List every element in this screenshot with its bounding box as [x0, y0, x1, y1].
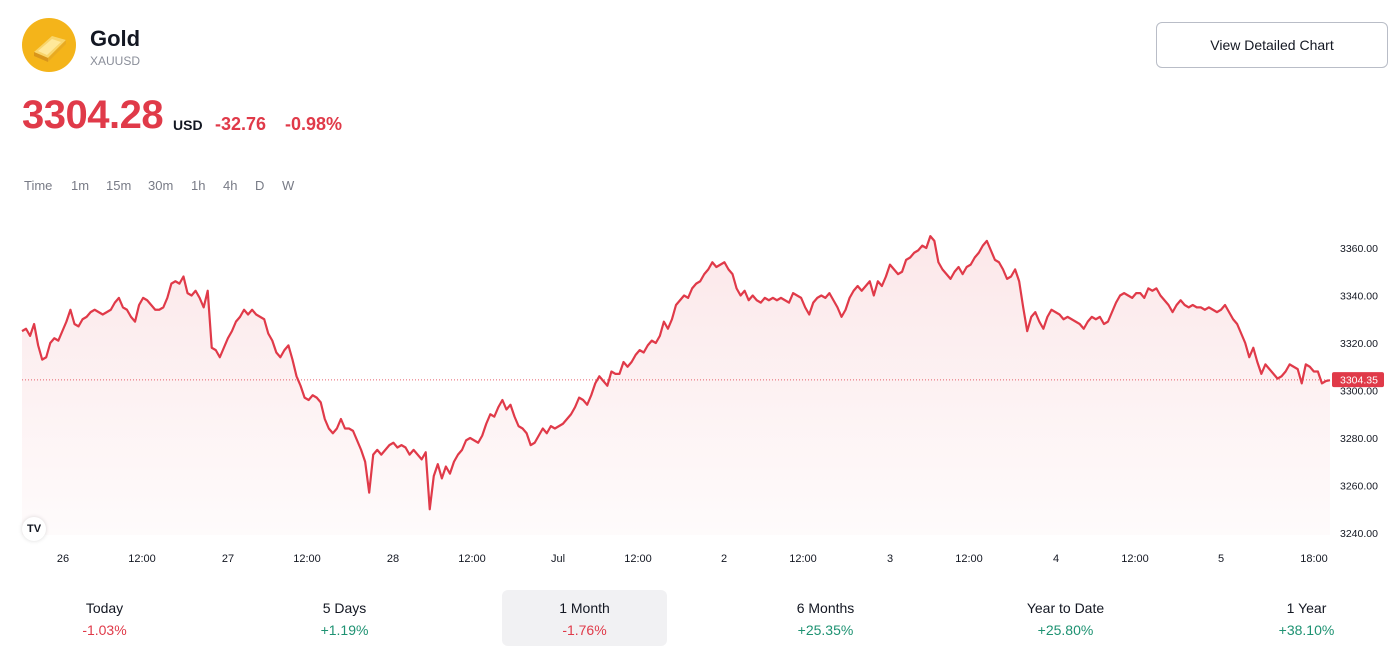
x-tick-label: 28 — [387, 553, 399, 565]
period-6-months[interactable]: 6 Months +25.35% — [743, 590, 908, 646]
x-tick-label: 2 — [721, 553, 727, 565]
y-tick-label: 3320.00 — [1340, 338, 1378, 350]
currency-label: USD — [173, 117, 203, 133]
last-price-label: 3304.35 — [1340, 375, 1378, 387]
interval-30m[interactable]: 30m — [148, 178, 174, 193]
period-label: 6 Months — [796, 600, 855, 616]
period-label: Year to Date — [1026, 600, 1105, 616]
interval-1h[interactable]: 1h — [191, 178, 206, 193]
price-line — [21, 235, 1331, 511]
x-tick-label: 18:00 — [1300, 553, 1328, 565]
period-1-month[interactable]: 1 Month -1.76% — [502, 590, 667, 646]
x-tick-label: 26 — [57, 553, 69, 565]
x-tick-label: 12:00 — [624, 553, 652, 565]
asset-name: Gold — [90, 26, 141, 51]
x-tick-label: 12:00 — [1121, 553, 1149, 565]
y-tick-label: 3340.00 — [1340, 291, 1378, 303]
gold-bar-icon — [22, 18, 76, 72]
y-tick-label: 3360.00 — [1340, 243, 1378, 255]
period-label: 5 Days — [322, 600, 367, 616]
x-tick-label: 27 — [222, 553, 234, 565]
x-tick-label: 12:00 — [128, 553, 156, 565]
price-change-absolute: -32.76 — [215, 114, 267, 134]
interval-time[interactable]: Time — [24, 178, 53, 193]
y-tick-label: 3260.00 — [1340, 481, 1378, 493]
period-label: 1 Year — [1286, 600, 1327, 616]
x-tick-label: Jul — [551, 553, 565, 565]
last-price-tag — [1332, 372, 1384, 388]
y-tick-label: 3280.00 — [1340, 433, 1378, 445]
period-change: +1.19% — [320, 622, 369, 638]
period-year-to-date[interactable]: Year to Date +25.80% — [983, 590, 1148, 646]
price-area — [22, 236, 1330, 535]
view-detailed-chart-button[interactable]: View Detailed Chart — [1156, 22, 1388, 68]
period-change: +25.35% — [797, 622, 854, 638]
y-tick-label: 3300.00 — [1340, 386, 1378, 398]
x-tick-label: 12:00 — [789, 553, 817, 565]
period-label: 1 Month — [559, 600, 610, 616]
interval-d[interactable]: D — [255, 178, 265, 193]
asset-ticker: XAUUSD — [90, 54, 141, 68]
period-change: +38.10% — [1278, 622, 1335, 638]
period-label: Today — [85, 600, 124, 616]
x-tick-label: 3 — [887, 553, 893, 565]
x-tick-label: 12:00 — [293, 553, 321, 565]
period-today[interactable]: Today -1.03% — [22, 590, 187, 646]
y-tick-label: 3240.00 — [1340, 528, 1378, 540]
interval-15m[interactable]: 15m — [106, 178, 132, 193]
price-change-percent: -0.98% — [285, 114, 343, 134]
tradingview-logo-icon[interactable]: TV — [22, 517, 46, 541]
period-5-days[interactable]: 5 Days +1.19% — [262, 590, 427, 646]
period-change: -1.76% — [562, 622, 607, 638]
period-change: -1.03% — [82, 622, 127, 638]
price-chart[interactable]: 3360.00 3340.00 3320.00 3300.00 3280.00 3260.… — [0, 205, 1393, 575]
x-tick-label: 4 — [1053, 553, 1059, 565]
current-price: 3304.28 — [22, 93, 164, 137]
x-tick-label: 12:00 — [955, 553, 983, 565]
x-tick-label: 5 — [1218, 553, 1224, 565]
interval-4h[interactable]: 4h — [223, 178, 238, 193]
interval-1m[interactable]: 1m — [71, 178, 90, 193]
x-tick-label: 12:00 — [458, 553, 486, 565]
interval-w[interactable]: W — [282, 178, 295, 193]
period-1-year[interactable]: 1 Year +38.10% — [1224, 590, 1389, 646]
period-change: +25.80% — [1037, 622, 1094, 638]
